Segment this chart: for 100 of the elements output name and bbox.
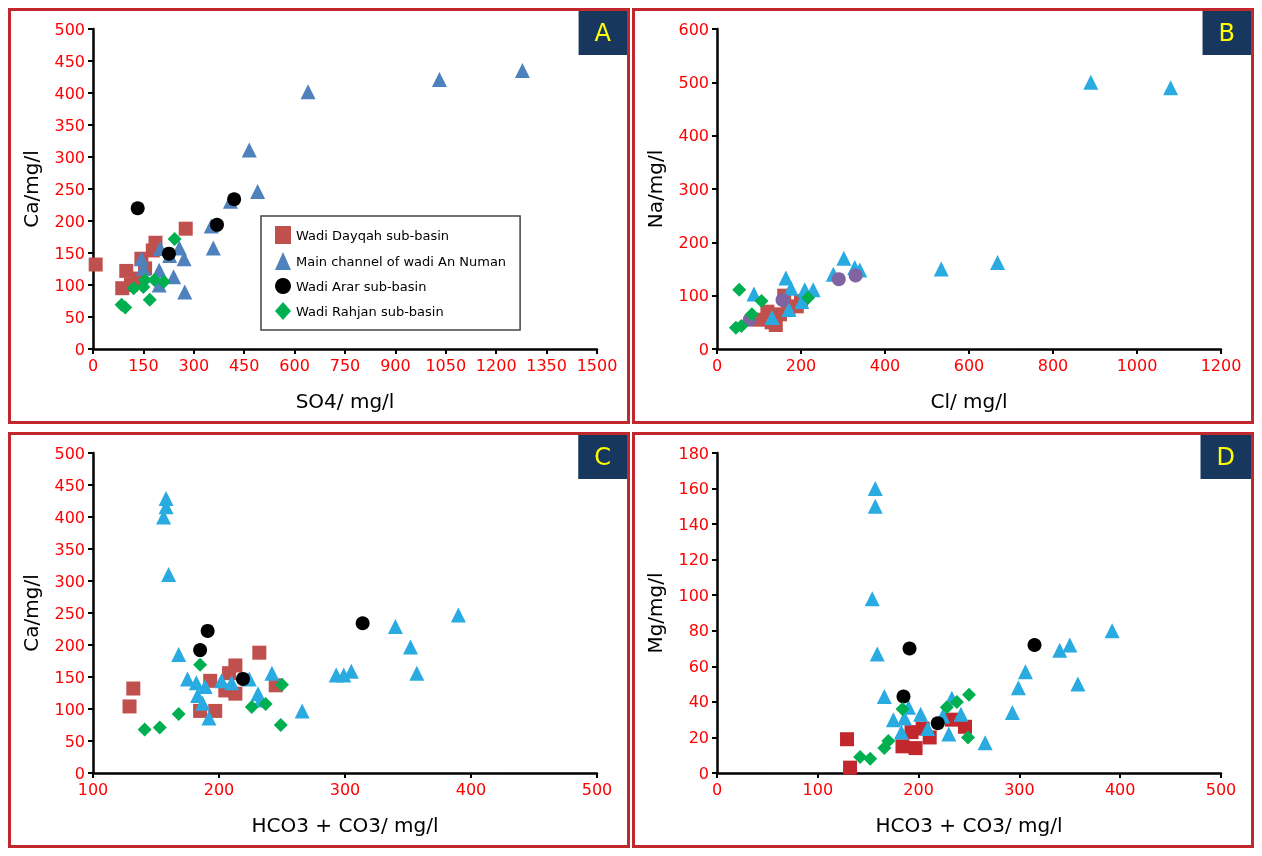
point: [962, 687, 976, 702]
point: [754, 294, 769, 308]
y-tick-label: 60: [688, 656, 709, 676]
y-tick-label: 300: [678, 179, 709, 199]
y-tick-label: 400: [54, 507, 85, 527]
point: [990, 255, 1006, 271]
point: [867, 498, 883, 514]
x-tick-label: 0: [711, 355, 723, 375]
point: [1104, 623, 1120, 639]
point: [195, 695, 211, 711]
point: [171, 707, 186, 722]
point: [893, 724, 909, 740]
point: [167, 231, 182, 246]
point: [156, 274, 171, 289]
y-tick-label: 150: [54, 243, 85, 263]
point: [896, 689, 911, 704]
point: [205, 240, 221, 256]
point: [913, 706, 929, 722]
point: [1004, 705, 1020, 721]
x-tick-label: 0: [87, 355, 99, 375]
y-tick-label: 150: [54, 667, 85, 687]
point: [933, 261, 949, 277]
y-tick-label: 250: [54, 603, 85, 623]
point: [885, 712, 901, 728]
point: [881, 734, 896, 748]
y-tick-label: 500: [678, 72, 709, 92]
point: [409, 665, 425, 681]
x-tick-label: 200: [203, 779, 235, 799]
point: [939, 700, 954, 715]
point: [294, 703, 310, 719]
y-tick-label: 50: [64, 307, 85, 327]
y-tick-label: 350: [54, 539, 85, 559]
point: [431, 72, 447, 88]
point: [732, 282, 747, 297]
x-tick-label: 800: [1037, 355, 1069, 375]
point: [224, 675, 240, 691]
point: [831, 272, 846, 287]
point: [88, 257, 103, 272]
y-tick-label: 200: [54, 635, 85, 655]
point: [152, 720, 167, 735]
chart-title: C: [594, 443, 612, 471]
x-tick-label: 400: [1104, 779, 1136, 799]
point: [252, 645, 267, 660]
y-tick-label: 400: [678, 126, 709, 146]
point: [193, 643, 208, 658]
point: [775, 292, 790, 307]
point: [235, 671, 250, 686]
y-tick-label: 180: [678, 443, 709, 463]
point: [1062, 637, 1078, 653]
y-axis-title: Na/mg/l: [643, 149, 667, 229]
y-tick-label: 350: [54, 115, 85, 135]
x-tick-label: 300: [1004, 779, 1035, 799]
y-tick-label: 80: [688, 621, 709, 641]
y-tick-label: 120: [678, 550, 709, 570]
y-tick-label: 400: [54, 83, 85, 103]
point: [853, 750, 868, 764]
point: [450, 607, 466, 623]
x-tick-label: 300: [178, 355, 210, 375]
y-tick-label: 50: [64, 731, 85, 751]
y-axis-title: Ca/mg/l: [19, 574, 43, 652]
point: [258, 696, 273, 711]
point: [241, 142, 257, 158]
x-tick-label: 450: [228, 355, 260, 375]
x-tick-label: 400: [455, 779, 487, 799]
point: [244, 700, 259, 715]
point: [783, 280, 799, 296]
x-tick-label: 750: [329, 355, 361, 375]
point: [904, 725, 919, 740]
point: [840, 732, 855, 747]
point: [908, 741, 923, 756]
x-axis-title: Cl/ mg/l: [930, 389, 1008, 413]
point: [1083, 74, 1099, 90]
x-tick-label: 500: [581, 779, 613, 799]
point: [843, 760, 858, 775]
point: [977, 735, 993, 751]
point: [178, 221, 193, 236]
legend-label: Wadi Dayqah sub-basin: [296, 227, 450, 243]
x-tick-label: 600: [953, 355, 985, 375]
point: [836, 250, 852, 266]
point: [902, 641, 917, 656]
chart-title: A: [594, 19, 612, 47]
x-tick-label: 900: [380, 355, 411, 375]
x-tick-label: 1000: [1116, 355, 1158, 375]
y-tick-label: 300: [54, 147, 85, 167]
y-tick-label: 100: [54, 699, 85, 719]
y-tick-label: 100: [678, 585, 709, 605]
x-tick-label: 1050: [425, 355, 467, 375]
x-tick-label: 300: [329, 779, 361, 799]
x-axis-title: SO4/ mg/l: [295, 389, 395, 413]
x-tick-label: 600: [279, 355, 310, 375]
chart-title: D: [1216, 443, 1235, 471]
point: [1027, 638, 1042, 652]
y-tick-label: 500: [54, 19, 85, 39]
x-axis-title: HCO3 + CO3/ mg/l: [875, 813, 1063, 837]
point: [778, 270, 794, 286]
y-tick-label: 0: [74, 763, 85, 783]
y-tick-label: 500: [54, 443, 85, 463]
point: [930, 716, 945, 731]
x-tick-label: 200: [785, 355, 817, 375]
y-tick-label: 0: [698, 339, 709, 359]
